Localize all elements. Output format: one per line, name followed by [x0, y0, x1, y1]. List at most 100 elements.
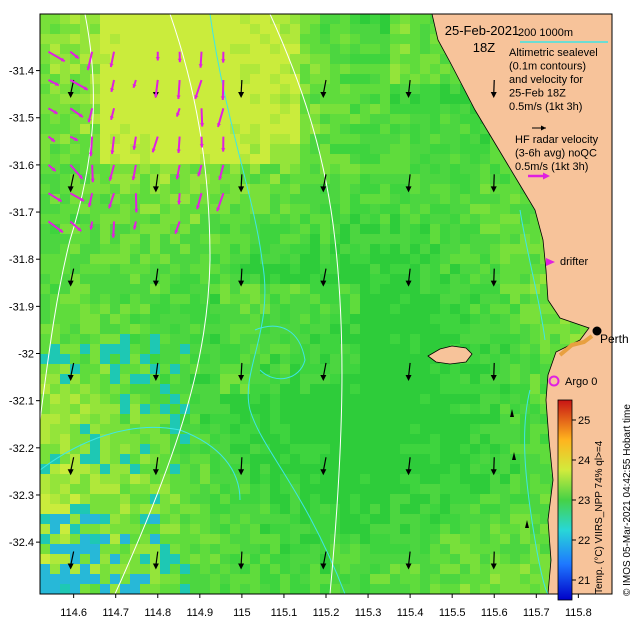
- depth-scale-label: 200 1000m: [518, 27, 573, 39]
- altimetry-arrow: [67, 362, 75, 381]
- hf-radar-arrow: [47, 220, 64, 234]
- isobath-line: [254, 325, 306, 380]
- altimetry-arrow: [320, 174, 327, 193]
- hf-radar-arrow: [87, 192, 94, 208]
- y-tick-label: -32.4: [9, 537, 34, 549]
- altimetry-arrow: [320, 457, 327, 476]
- hf-radar-arrow: [218, 164, 225, 181]
- hf-radar-arrow: [110, 79, 115, 93]
- x-tick-label: 115.1: [271, 607, 298, 619]
- hf-radar-legend-line: HF radar velocity: [515, 134, 599, 146]
- hf-radar-arrow: [47, 192, 63, 203]
- isobath-line: [524, 389, 549, 594]
- altimetric-legend-line: Altimetric sealevel: [509, 47, 598, 59]
- altimetric-legend-line: 25-Feb 18Z: [509, 88, 566, 100]
- y-tick-label: -32.1: [9, 396, 34, 408]
- hf-radar-arrow: [47, 164, 57, 172]
- coast-mark: [510, 409, 514, 417]
- colorbar-tick-label: 24: [578, 455, 590, 467]
- sealevel-contour: [40, 14, 94, 421]
- altimetry-arrow: [405, 551, 412, 570]
- colorbar-tick-label: 25: [578, 415, 590, 427]
- altimetry-arrow: [490, 457, 497, 476]
- x-tick-label: 115: [233, 607, 251, 619]
- y-tick-label: -31.7: [9, 207, 34, 219]
- altimetry-velocity-arrows: [67, 79, 497, 570]
- altimetry-arrow: [405, 174, 412, 193]
- altimetry-arrow: [238, 362, 245, 381]
- hf-radar-arrow: [69, 164, 84, 180]
- hf-radar-arrow: [216, 108, 225, 128]
- argo-marker: [548, 375, 560, 387]
- swan-river: [558, 334, 594, 357]
- altimetric-legend-line: 0.5m/s (1kt 3h): [509, 101, 582, 113]
- altimetry-arrow: [67, 268, 75, 287]
- colorbar: [557, 399, 573, 601]
- altimetry-arrow: [67, 551, 75, 570]
- x-tick-label: 114.6: [60, 607, 87, 619]
- perth-label: Perth: [600, 332, 629, 346]
- hf-radar-legend-line: (3-6h avg) noQC: [515, 148, 597, 160]
- hf-radar-arrow: [151, 136, 159, 153]
- x-tick-label: 115.2: [313, 607, 340, 619]
- hf-radar-arrow: [132, 221, 137, 230]
- date-label: 25-Feb-2021: [445, 23, 519, 38]
- x-tick-label: 115.4: [397, 607, 424, 619]
- hf-radar-arrow: [69, 50, 80, 60]
- hf-radar-arrow: [86, 51, 94, 71]
- altimetry-arrow: [490, 174, 497, 193]
- altimetry-arrow: [405, 79, 412, 99]
- hf-radar-arrow: [108, 192, 115, 209]
- hf-radar-arrow: [155, 51, 160, 61]
- y-tick-label: -31.4: [9, 66, 34, 78]
- hf-radar-arrow: [69, 135, 79, 142]
- y-tick-label: -31.6: [9, 160, 34, 172]
- colorbar-label: Temp. (°C) VIIRS_NPP 74% ql>=4: [594, 440, 605, 594]
- drifter-label: drifter: [560, 256, 588, 268]
- x-tick-label: 114.9: [186, 607, 213, 619]
- altimetry-arrow: [405, 268, 412, 287]
- hf-radar-arrow: [109, 51, 116, 68]
- altimetry-arrow: [320, 268, 327, 287]
- hf-radar-arrow: [87, 108, 94, 123]
- hf-radar-arrow: [197, 164, 203, 177]
- y-tick-label: -31.9: [9, 301, 34, 313]
- y-tick-label: -31.5: [9, 113, 34, 125]
- y-tick-label: -32.2: [9, 443, 34, 455]
- hf-radar-arrow: [47, 50, 66, 63]
- altimetry-arrow: [238, 79, 245, 99]
- altimetry-arrow: [152, 362, 159, 381]
- time-label: 18Z: [473, 40, 495, 55]
- credit-label: © IMOS 05-Mar-2021 04:42:55 Hobart time: [622, 404, 633, 596]
- hf-radar-arrow: [47, 79, 60, 87]
- hf-radar-arrow: [176, 136, 181, 154]
- altimetric-legend-line: and velocity for: [509, 74, 583, 86]
- y-tick-label: -32.3: [9, 490, 34, 502]
- altimetry-arrow: [152, 457, 159, 476]
- sst-field: [40, 14, 612, 594]
- hf-radar-arrow: [132, 79, 137, 89]
- hf-radar-arrow: [47, 107, 58, 115]
- colorbar-ticks: 21 22 23 24 25: [572, 415, 590, 587]
- coast-marks: [510, 409, 529, 528]
- hf-radar-legend-line: 0.5m/s (1kt 3h): [515, 161, 588, 173]
- x-tick-label: 115.8: [565, 607, 592, 619]
- altimetric-legend-line: (0.1m contours): [509, 61, 586, 73]
- hf-radar-arrow: [111, 221, 116, 238]
- y-tick-label: -31.8: [9, 254, 34, 266]
- hf-radar-arrow: [177, 51, 182, 63]
- altimetry-arrow: [320, 362, 327, 381]
- hf-radar-arrow: [69, 192, 85, 202]
- perth-marker: [592, 326, 602, 336]
- x-tick-label: 115.7: [523, 607, 550, 619]
- y-axis: -31.4 -31.5 -31.6 -31.7 -31.8 -31.9 -32 -32.1 -3…: [9, 66, 40, 549]
- hf-radar-arrow: [69, 107, 84, 118]
- hf-radar-arrow: [47, 135, 56, 143]
- hf-radar-arrow: [175, 107, 181, 117]
- argo-label: Argo 0: [565, 376, 597, 388]
- altimetry-arrow: [320, 79, 327, 99]
- isobath-line: [519, 209, 546, 341]
- hf-radar-arrow: [221, 51, 226, 63]
- sealevel-contour: [269, 14, 343, 594]
